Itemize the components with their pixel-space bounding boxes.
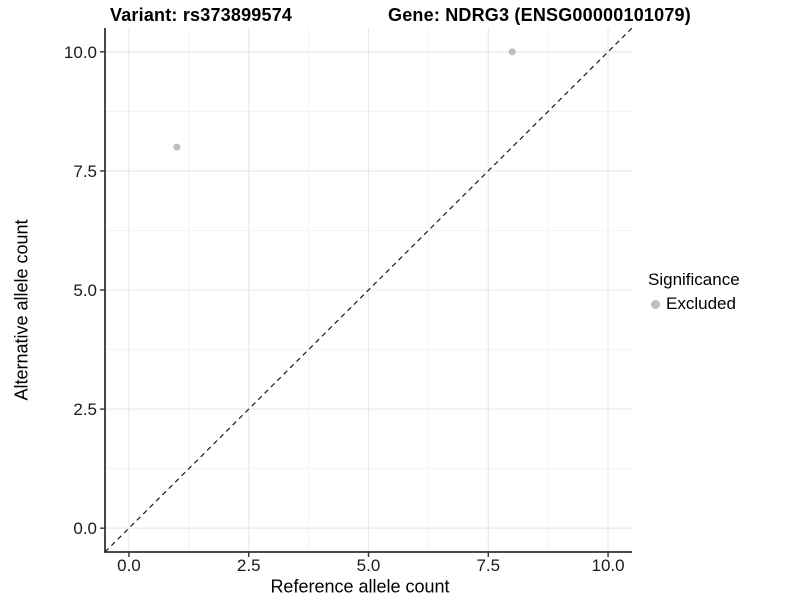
y-tick-label: 5.0 [73, 281, 97, 300]
x-axis-title: Reference allele count [270, 576, 450, 597]
legend: Significance Excluded [648, 270, 740, 314]
y-tick-label: 2.5 [73, 400, 97, 419]
plot-title-variant: Variant: rs373899574 [110, 5, 293, 25]
y-axis-title: Alternative allele count [11, 219, 32, 401]
data-point [508, 48, 516, 56]
legend-title: Significance [648, 270, 740, 289]
x-tick-label: 10.0 [591, 556, 624, 575]
y-tick-label: 0.0 [73, 519, 97, 538]
legend-entry-label: Excluded [666, 294, 736, 313]
x-tick-label: 0.0 [117, 556, 141, 575]
excluded-point-swatch [651, 299, 660, 309]
identity-reference-line [104, 27, 633, 553]
x-tick-label: 5.0 [357, 556, 381, 575]
data-point [173, 143, 181, 151]
plot-title-gene: Gene: NDRG3 (ENSG00000101079) [388, 5, 691, 25]
x-tick-label: 7.5 [476, 556, 500, 575]
y-tick-label: 7.5 [73, 162, 97, 181]
x-tick-label: 2.5 [237, 556, 261, 575]
y-tick-label: 10.0 [64, 43, 97, 62]
legend-entry-excluded: Excluded [651, 294, 740, 314]
